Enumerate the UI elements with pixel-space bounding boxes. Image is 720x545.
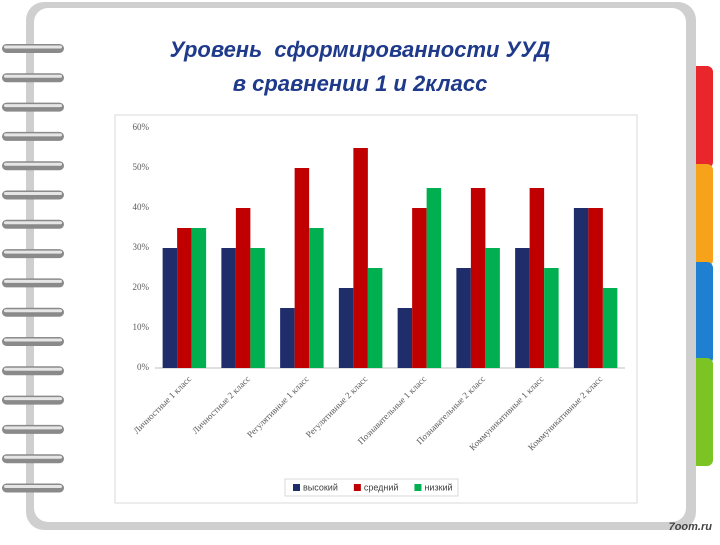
y-tick-label: 40% bbox=[133, 202, 150, 212]
bar bbox=[426, 188, 442, 368]
bar bbox=[177, 228, 192, 368]
bar bbox=[470, 188, 486, 368]
legend-label: высокий bbox=[303, 482, 338, 492]
bar bbox=[602, 288, 618, 368]
bar bbox=[485, 248, 500, 368]
ring-highlight bbox=[4, 221, 62, 225]
legend-swatch bbox=[353, 484, 361, 491]
spiral bbox=[2, 44, 64, 493]
bar bbox=[235, 208, 251, 368]
y-tick-label: 10% bbox=[133, 322, 150, 332]
ring-highlight bbox=[4, 45, 62, 49]
ring-highlight bbox=[4, 367, 62, 371]
y-tick-label: 60% bbox=[133, 122, 150, 132]
bar bbox=[515, 248, 530, 368]
bar bbox=[588, 208, 603, 368]
bar bbox=[353, 148, 368, 368]
legend-swatch bbox=[293, 484, 300, 491]
y-tick-label: 30% bbox=[133, 242, 150, 252]
bar bbox=[294, 168, 310, 368]
bar bbox=[544, 268, 559, 368]
ring-highlight bbox=[4, 250, 62, 254]
ring-highlight bbox=[4, 162, 62, 166]
ring-highlight bbox=[4, 426, 62, 430]
ring-highlight bbox=[4, 104, 62, 108]
ring-highlight bbox=[4, 397, 62, 401]
bar bbox=[338, 288, 354, 368]
bar bbox=[456, 268, 471, 368]
bar bbox=[280, 308, 295, 368]
ring-highlight bbox=[4, 309, 62, 313]
bar bbox=[191, 228, 207, 368]
title-line: Уровень сформированности УУД bbox=[170, 37, 551, 62]
bar bbox=[367, 268, 383, 368]
legend-swatch bbox=[414, 484, 422, 491]
bar bbox=[529, 188, 545, 368]
bar bbox=[250, 248, 265, 368]
ring-highlight bbox=[4, 279, 62, 283]
ring-highlight bbox=[4, 455, 62, 459]
ring-highlight bbox=[4, 133, 62, 137]
bar bbox=[162, 248, 178, 368]
bar bbox=[573, 208, 589, 368]
legend-label: средний bbox=[364, 482, 399, 492]
ring-highlight bbox=[4, 74, 62, 78]
ring-highlight bbox=[4, 338, 62, 342]
bar bbox=[309, 228, 324, 368]
watermark: 7oom.ru bbox=[669, 521, 713, 533]
ring-highlight bbox=[4, 192, 62, 195]
title-line: в сравнении 1 и 2класс bbox=[233, 71, 488, 96]
legend-label: низкий bbox=[424, 482, 452, 492]
y-tick-label: 50% bbox=[133, 162, 150, 172]
bar bbox=[412, 208, 427, 368]
y-tick-label: 0% bbox=[137, 362, 150, 372]
y-tick-label: 20% bbox=[133, 282, 150, 292]
ring-highlight bbox=[4, 485, 62, 488]
bar bbox=[397, 308, 413, 368]
legend-box bbox=[284, 478, 459, 497]
bar bbox=[221, 248, 236, 368]
